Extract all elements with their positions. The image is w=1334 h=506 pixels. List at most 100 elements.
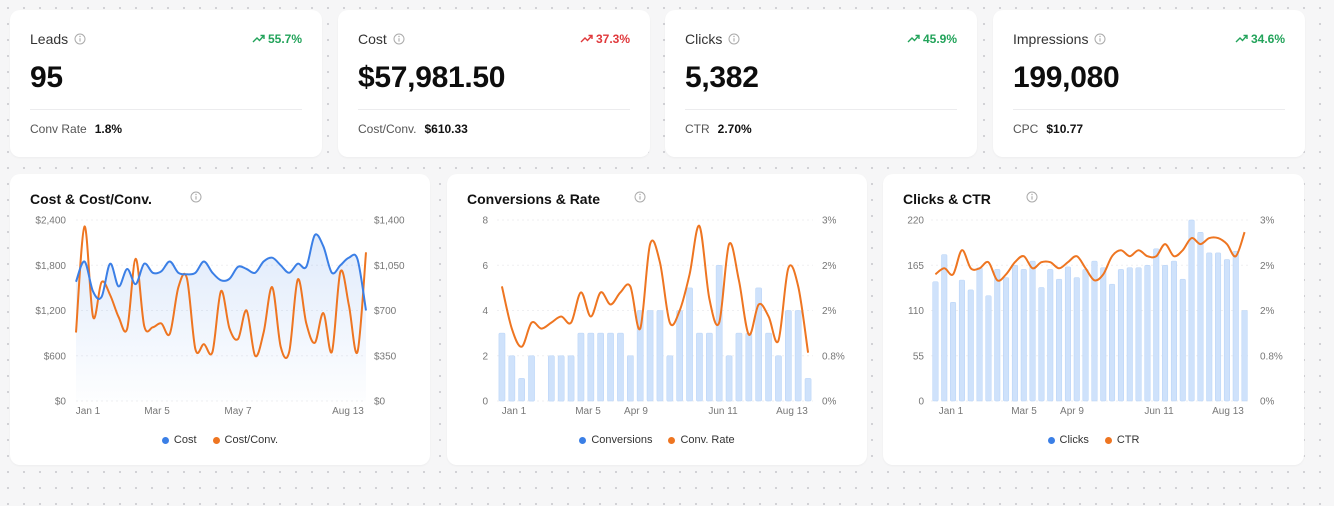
x-axis-tick-label: Aug 13 [776,406,808,417]
trend-up-icon [907,32,920,46]
bar [676,310,683,402]
y-axis-right-tick-label: 0% [822,397,837,408]
legend-dot [1104,436,1112,444]
bar [775,355,782,402]
info-icon[interactable] [393,33,405,45]
legend-item[interactable]: Clicks [1047,434,1089,446]
kpi-value: 199,080 [1013,61,1120,94]
kpi-card-leads: Leads 55.7% 95 Conv Rate 1.8% [10,10,322,157]
bar [1232,251,1239,402]
bar [985,295,992,402]
divider [685,109,957,110]
trend-up-icon [580,32,593,46]
kpi-sub-value: $610.33 [424,122,468,136]
kpi-sub-label: CPC [1013,122,1039,136]
bar [1020,269,1027,402]
kpi-title: Cost [358,31,387,47]
cost-chart: $0 $600 $1,200 $1,800 $2,400 $0 $350 $700 $1,050… [35,216,405,418]
bar [528,355,535,402]
x-axis-tick-label: May 7 [224,406,252,417]
y-axis-left-tick-label: $600 [44,351,67,362]
bar [597,332,604,402]
chart-card-conversions: Conversions & Rate 0 2 4 6 8 0% 0.8% 2% 2% 3% Jan … [447,174,867,465]
bar [1029,260,1036,402]
chart-card-cost: Cost & Cost/Conv. $0 $600 $1,200 $1,800 $2,4… [10,174,430,465]
kpi-sub-value: $10.77 [1046,122,1084,136]
x-axis-tick-label: Aug 13 [1212,406,1244,417]
x-axis-tick-label: Jan 1 [76,406,101,417]
bar [1179,278,1186,402]
bar [994,269,1001,402]
info-icon[interactable] [1026,190,1038,208]
info-icon[interactable] [634,190,646,208]
x-axis-tick-label: Jun 11 [1144,406,1174,417]
bar [548,355,555,402]
y-axis-left-tick-label: $0 [55,397,67,408]
bar [1223,259,1230,402]
chart-title: Clicks & CTR [903,191,991,207]
y-axis-left-tick-label: 110 [908,306,924,317]
kpi-sub-value: 1.8% [94,122,123,136]
kpi-value: $57,981.50 [358,61,506,94]
bar [1170,260,1177,402]
rate-line [934,231,1246,282]
cost-area [76,234,366,401]
legend-item[interactable]: CTR [1104,434,1139,446]
y-axis-right-tick-label: $350 [374,351,397,362]
y-axis-right-tick-label: 0% [1260,397,1275,408]
legend-item[interactable]: Conv. Rate [668,434,735,446]
bar [686,287,693,402]
bar [745,332,753,402]
bar [1153,248,1160,402]
legend-item[interactable]: Cost/Conv. [212,434,278,446]
bar [656,310,664,402]
bar [765,332,772,402]
y-axis-right-tick-label: 2% [822,261,837,272]
info-icon[interactable] [728,33,740,45]
kpi-sub-label: CTR [685,122,710,136]
trend-badge: 45.9% [907,32,957,46]
kpi-title: Clicks [685,31,723,47]
legend-label: Conversions [591,434,653,446]
cost-line [75,233,367,311]
bar [1215,252,1222,402]
y-axis-left-tick-label: $1,200 [35,306,66,317]
kpi-sub-label: Cost/Conv. [358,122,417,136]
trend-badge: 34.6% [1235,32,1285,46]
legend-item[interactable]: Conversions [579,434,652,446]
trend-badge: 55.7% [252,32,302,46]
bar [1082,269,1089,402]
y-axis-left-tick-label: $2,400 [35,216,66,227]
legend-dot [212,436,220,444]
bar [1188,219,1195,402]
rate-line [500,224,810,353]
clicks-chart: 0 55 110 165 220 0% 0.8% 2% 2% 3% Jan 1 Mar 5 Apr 9 J… [907,216,1283,418]
x-axis-tick-label: Jun 11 [708,406,738,417]
bar [715,265,723,402]
chart-legend: Cost Cost/Conv. [10,434,430,446]
y-axis-right-tick-label: $1,400 [374,216,405,227]
chart-legend: Conversions Conv. Rate [447,434,867,446]
y-axis-left-tick-label: 0 [482,397,488,408]
legend-item[interactable]: Cost [161,434,197,446]
y-axis-left-tick-label: 55 [913,351,925,362]
kpi-sub-label: Conv Rate [30,122,87,136]
info-icon[interactable] [190,190,202,208]
x-axis-tick-label: Apr 9 [1060,406,1084,417]
trend-up-icon [252,32,265,46]
bar [617,332,624,402]
legend-dot [579,436,587,444]
y-axis-left-tick-label: 4 [482,306,488,317]
legend-dot [161,436,169,444]
info-icon[interactable] [1094,33,1106,45]
trend-value: 45.9% [922,32,957,46]
info-icon[interactable] [74,33,86,45]
trend-value: 37.3% [595,32,630,46]
bar [1117,269,1124,402]
kpi-card-impressions: Impressions 34.6% 199,080 CPC $10.77 [993,10,1305,157]
x-axis-tick-label: Apr 9 [624,406,648,417]
cost-per-conv-line [75,225,367,360]
chart-card-clicks: Clicks & CTR 0 55 110 165 220 0% 0.8% 2% 2% 3% Jan… [883,174,1304,465]
y-axis-left-tick-label: $1,800 [35,261,66,272]
bar [1056,278,1063,402]
